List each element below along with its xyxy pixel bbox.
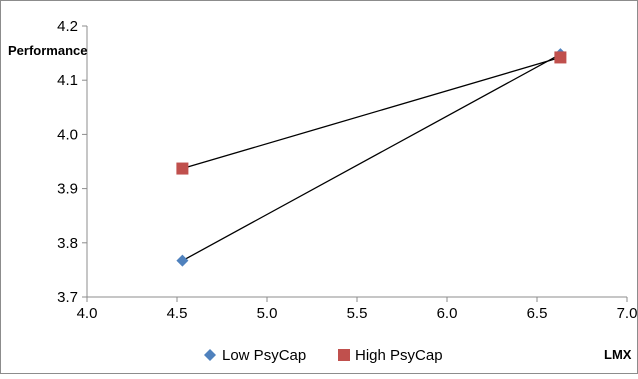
x-tick-label: 5.5 <box>347 305 368 322</box>
x-ticks: 4.0 4.5 5.0 5.5 6.0 6.5 7.0 <box>77 297 638 322</box>
series-line-low-psycap <box>182 53 561 262</box>
legend-label-high-psycap: High PsyCap <box>355 347 443 364</box>
data-point-high-psycap <box>554 51 567 64</box>
y-tick-label: 4.1 <box>57 72 78 89</box>
x-tick-label: 5.0 <box>257 305 278 322</box>
x-axis-label: LMX <box>604 347 632 362</box>
y-tick-label: 3.8 <box>57 235 78 252</box>
legend: Low PsyCap High PsyCap <box>204 347 443 364</box>
series-layer <box>176 48 567 267</box>
y-tick-label: 4.0 <box>57 126 78 143</box>
x-tick-label: 6.0 <box>437 305 458 322</box>
y-axis-label: Performance <box>8 43 87 58</box>
legend-label-low-psycap: Low PsyCap <box>222 347 306 364</box>
x-tick-label: 4.0 <box>77 305 98 322</box>
y-tick-label: 3.9 <box>57 181 78 198</box>
data-point-low-psycap <box>176 254 189 267</box>
x-tick-label: 4.5 <box>167 305 188 322</box>
y-tick-label: 4.2 <box>57 18 78 35</box>
y-tick-label: 3.7 <box>57 289 78 306</box>
x-tick-label: 6.5 <box>527 305 548 322</box>
legend-marker-low-psycap <box>204 349 216 361</box>
data-point-high-psycap <box>176 162 189 175</box>
series-line-high-psycap <box>182 56 561 170</box>
x-tick-label: 7.0 <box>617 305 638 322</box>
y-ticks: 3.7 3.8 3.9 4.0 4.1 4.2 <box>57 18 87 306</box>
legend-marker-high-psycap <box>338 349 350 361</box>
